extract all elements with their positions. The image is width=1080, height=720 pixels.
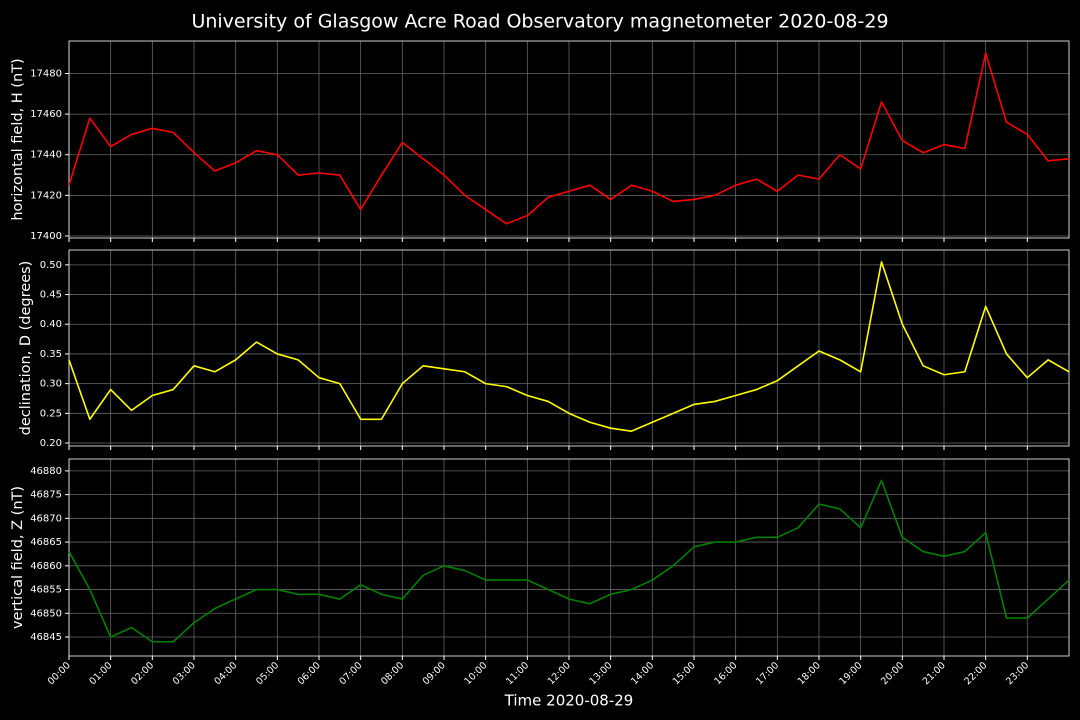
y-tick-label: 46875	[30, 490, 62, 501]
axes-frame	[68, 40, 1070, 239]
y-tick-label: 46860	[30, 561, 62, 572]
chart-title: University of Glasgow Acre Road Observat…	[191, 11, 888, 33]
y-axis-label: vertical field, Z (nT)	[10, 486, 26, 629]
y-tick-label: 46865	[30, 537, 62, 548]
y-tick-label: 46870	[30, 513, 62, 524]
data-line	[68, 479, 1070, 643]
y-tick-label: 17420	[30, 190, 62, 201]
y-tick-label: 0.45	[40, 290, 62, 301]
axes-frame	[68, 249, 1070, 447]
y-tick-label: 46845	[30, 632, 62, 643]
y-tick-label: 46855	[30, 585, 62, 596]
y-tick-label: 0.40	[40, 319, 62, 330]
data-line	[68, 52, 1070, 225]
y-tick-label: 0.50	[40, 260, 62, 271]
y-tick-label: 17460	[30, 109, 62, 120]
y-axis-label: horizontal field, H (nT)	[10, 58, 26, 220]
y-axis-label: declination, D (degrees)	[18, 261, 34, 436]
y-tick-label: 17480	[30, 68, 62, 79]
x-axis-label: Time 2020-08-29	[504, 692, 634, 710]
y-tick-label: 46850	[30, 608, 62, 619]
y-tick-label: 17400	[30, 231, 62, 242]
y-tick-label: 46880	[30, 466, 62, 477]
data-line	[68, 261, 1070, 432]
y-tick-label: 17440	[30, 150, 62, 161]
y-tick-label: 0.35	[40, 349, 62, 360]
y-tick-label: 0.20	[40, 438, 62, 449]
axes-frame	[68, 458, 1070, 657]
y-tick-label: 0.25	[40, 408, 62, 419]
y-tick-label: 0.30	[40, 379, 62, 390]
